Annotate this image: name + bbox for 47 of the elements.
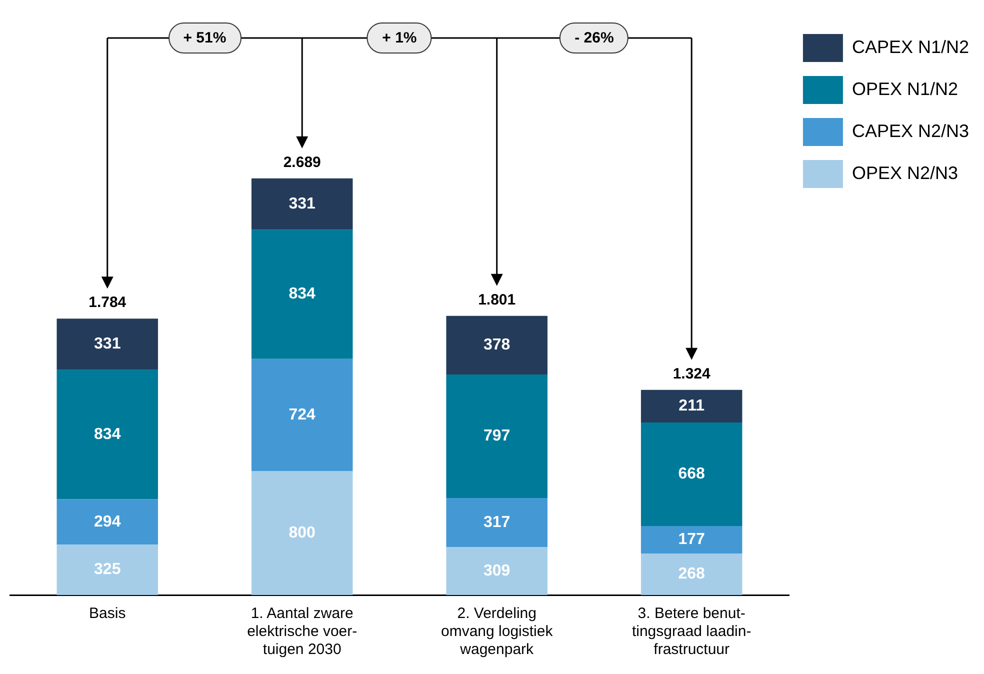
data-label: 331 (94, 336, 121, 353)
bar (446, 498, 548, 548)
bar (56, 370, 158, 500)
bar (251, 178, 353, 230)
data-label: 211 (678, 398, 705, 415)
legend-label: OPEX N1/N2 (852, 78, 958, 99)
legend-label: CAPEX N1/N2 (852, 36, 970, 57)
data-label: 317 (483, 514, 510, 531)
bar (56, 318, 158, 370)
total-label: 1.784 (88, 294, 127, 312)
data-label: 331 (288, 195, 316, 212)
legend-label: CAPEX N2/N3 (852, 120, 970, 141)
data-label: 268 (678, 566, 706, 583)
data-label: 834 (288, 286, 316, 303)
x-tick-label: 3. Betere benut- tingsgraad laadin- frastructuur (632, 605, 752, 658)
data-label: 325 (94, 561, 121, 578)
x-tick-label: 2. Verdeling omvang logistiek wagenpark (440, 605, 554, 658)
bar (640, 390, 742, 423)
text: + 51% (168, 22, 242, 54)
x-tick-label: Basis (89, 605, 126, 622)
data-label: 294 (94, 513, 121, 530)
data-label: 668 (678, 466, 706, 483)
x-tick-label: 1. Aantal zware elektrische voer- tuigen 2030 (247, 605, 358, 658)
bar (251, 230, 353, 359)
bar (251, 358, 353, 472)
data-label: 834 (94, 426, 121, 443)
bar (251, 471, 353, 595)
data-label: 724 (288, 406, 316, 424)
bar (56, 544, 158, 595)
data-label: 309 (483, 562, 510, 580)
bar (640, 526, 742, 554)
total-label: 2.689 (283, 154, 321, 171)
total-label: 1.801 (478, 292, 516, 309)
text: - 26% (560, 22, 629, 54)
bar (446, 547, 548, 595)
bar (56, 499, 158, 545)
bar (640, 422, 742, 526)
bar (446, 316, 548, 375)
data-label: 378 (483, 336, 510, 354)
text: + 1% (367, 22, 432, 54)
data-label: 797 (483, 428, 510, 445)
legend-label: OPEX N2/N3 (852, 162, 958, 183)
bar (640, 553, 742, 595)
total-label: 1.324 (672, 365, 712, 382)
data-label: 177 (678, 531, 706, 548)
data-label: 800 (288, 524, 316, 542)
bar (446, 374, 548, 498)
